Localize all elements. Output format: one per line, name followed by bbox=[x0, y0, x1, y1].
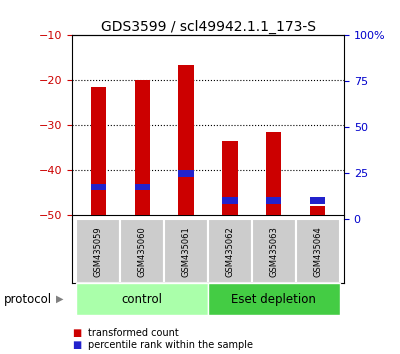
Text: GSM435060: GSM435060 bbox=[138, 226, 147, 277]
Text: GSM435061: GSM435061 bbox=[182, 226, 190, 277]
Text: ■: ■ bbox=[72, 328, 81, 338]
Text: control: control bbox=[122, 293, 163, 306]
Text: transformed count: transformed count bbox=[88, 328, 179, 338]
Text: ■: ■ bbox=[72, 340, 81, 350]
Text: protocol: protocol bbox=[4, 293, 52, 306]
Text: GSM435059: GSM435059 bbox=[94, 226, 103, 277]
Bar bbox=[120, 219, 164, 283]
Bar bbox=[266, 197, 282, 204]
Text: GSM435063: GSM435063 bbox=[269, 226, 278, 277]
Bar bbox=[178, 170, 194, 177]
Bar bbox=[310, 206, 325, 215]
Bar bbox=[310, 197, 325, 204]
Bar bbox=[296, 219, 340, 283]
Bar bbox=[208, 219, 252, 283]
Bar bbox=[222, 197, 238, 204]
Bar bbox=[164, 219, 208, 283]
Text: GSM435064: GSM435064 bbox=[313, 226, 322, 277]
Bar bbox=[134, 184, 150, 190]
Bar bbox=[222, 141, 238, 215]
Bar bbox=[76, 219, 120, 283]
Bar bbox=[134, 80, 150, 215]
Bar bbox=[266, 132, 282, 215]
Bar bbox=[91, 184, 106, 190]
Bar bbox=[76, 283, 208, 315]
Bar bbox=[178, 64, 194, 215]
Bar bbox=[208, 283, 340, 315]
Bar bbox=[252, 219, 296, 283]
Text: ▶: ▶ bbox=[56, 294, 64, 304]
Text: percentile rank within the sample: percentile rank within the sample bbox=[88, 340, 253, 350]
Text: Eset depletion: Eset depletion bbox=[231, 293, 316, 306]
Title: GDS3599 / scl49942.1.1_173-S: GDS3599 / scl49942.1.1_173-S bbox=[100, 20, 316, 34]
Bar bbox=[91, 87, 106, 215]
Text: GSM435062: GSM435062 bbox=[226, 226, 234, 277]
